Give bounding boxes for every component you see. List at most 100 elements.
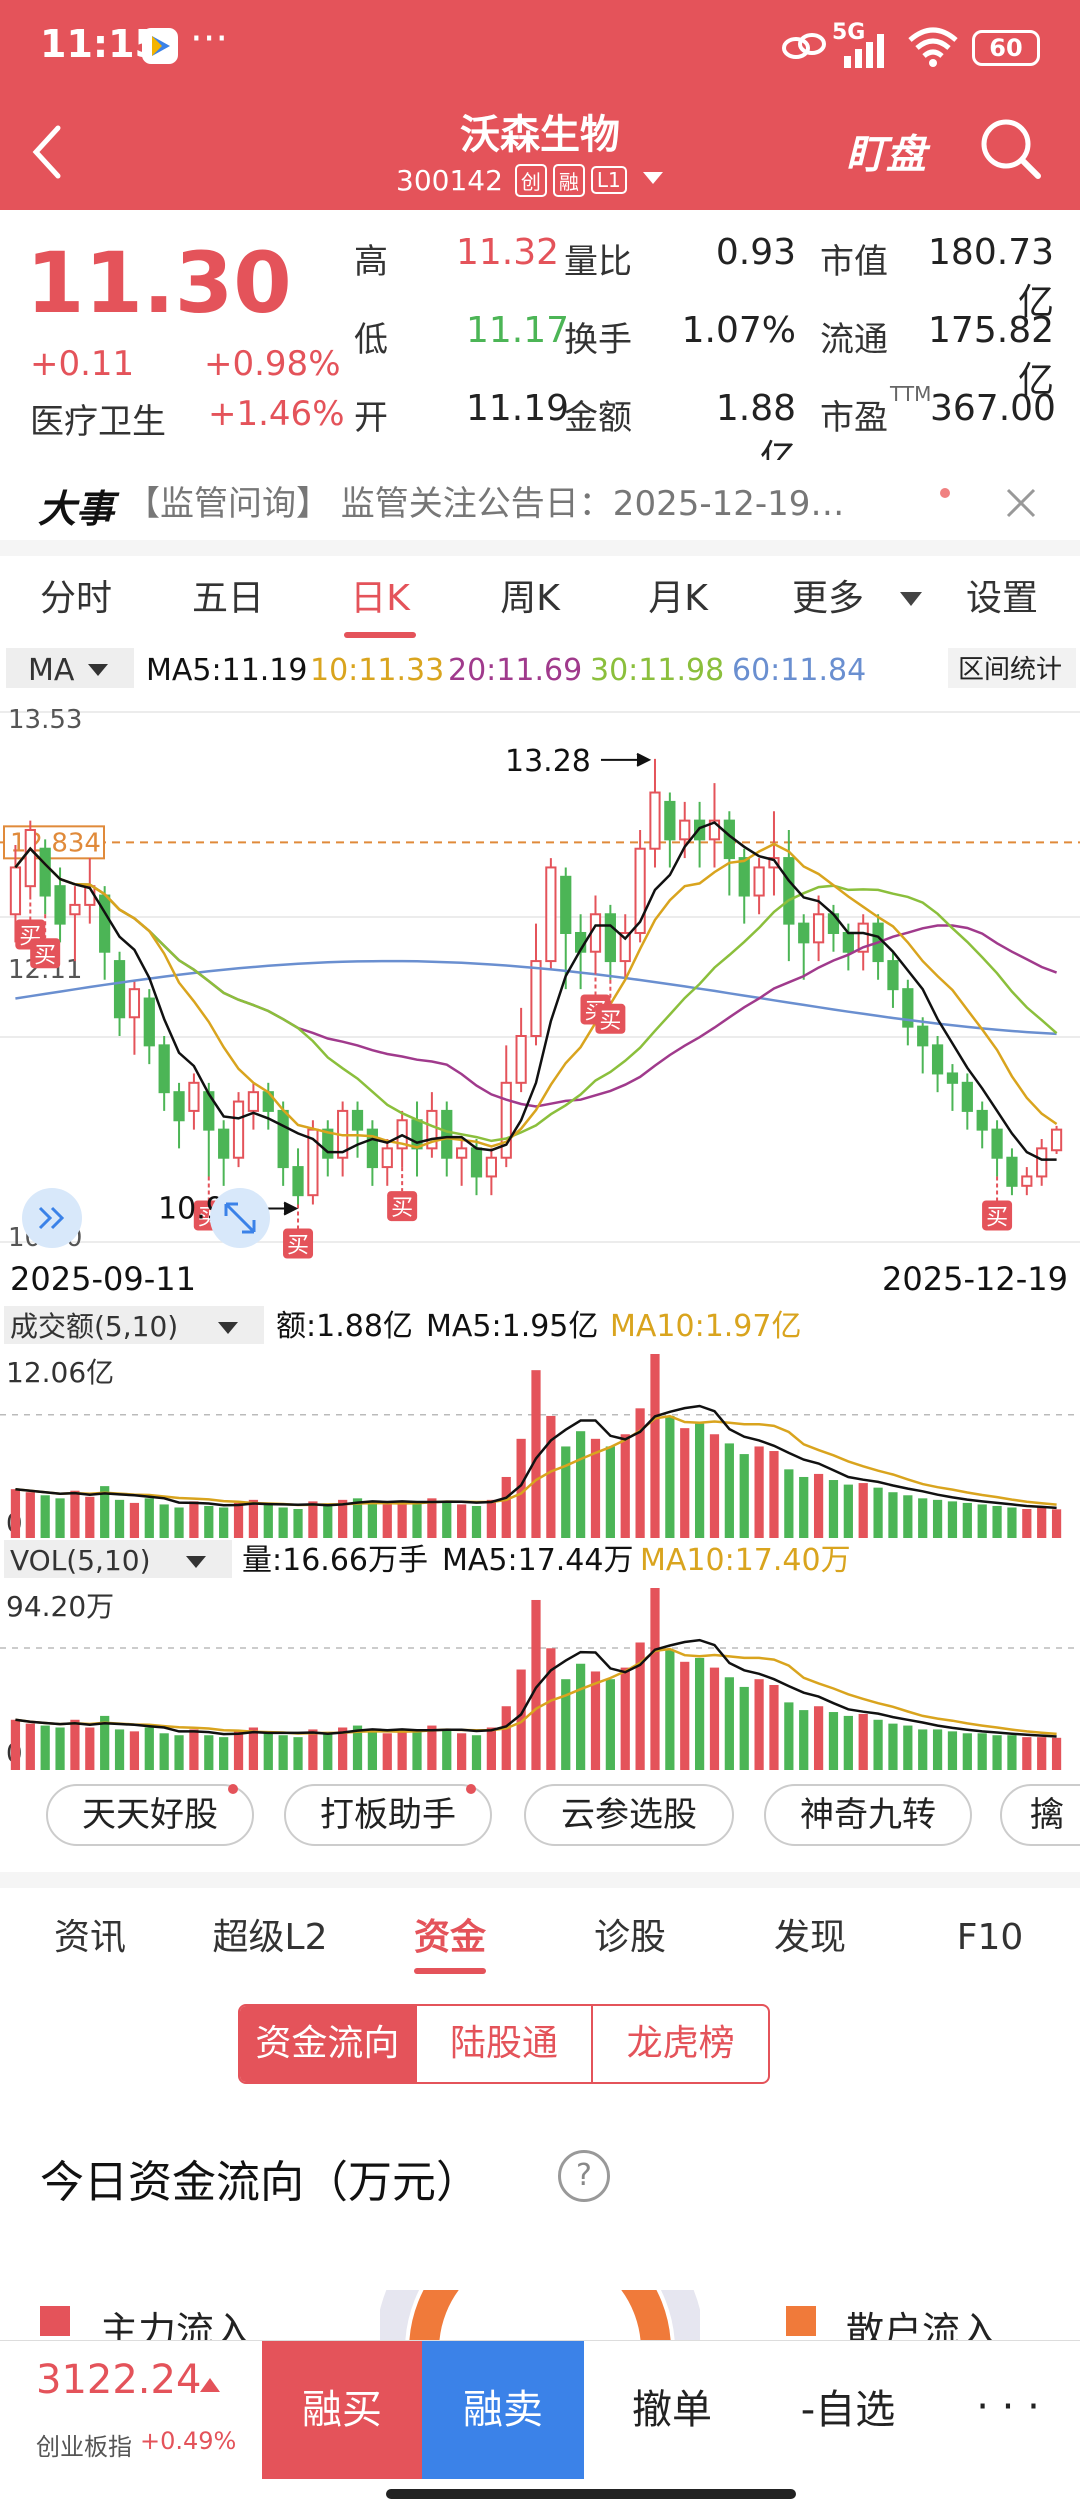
candle-body bbox=[441, 1109, 453, 1159]
chip-new-dot bbox=[228, 1784, 238, 1794]
remove-watchlist-button[interactable]: -自选 bbox=[800, 2387, 896, 2433]
segment-dragon-tiger[interactable]: 龙虎榜 bbox=[591, 2006, 768, 2082]
top-nav-bar: 沃森生物 300142 创 融 L1 盯盘 bbox=[0, 96, 1080, 210]
search-icon[interactable] bbox=[976, 114, 1046, 188]
more-caret-icon[interactable] bbox=[900, 592, 922, 612]
candle-body bbox=[708, 819, 721, 841]
fund-flow-section: 今日资金流向（万元） ? 主力流入 散户流入 bbox=[0, 2110, 1080, 2353]
volume-bar bbox=[605, 1679, 615, 1770]
close-icon[interactable] bbox=[1004, 486, 1038, 524]
high-label: 高 bbox=[354, 242, 388, 282]
fund-flow-title: 今日资金流向（万元） bbox=[40, 2157, 480, 2208]
volume-bar bbox=[576, 1663, 586, 1770]
volume-bar bbox=[918, 1498, 928, 1538]
ma20-legend: 20:11.69 bbox=[448, 653, 582, 688]
chip-magic-nine[interactable]: 神奇九转 bbox=[764, 1784, 972, 1846]
tab-intraday[interactable]: 分时 bbox=[39, 578, 112, 619]
candle-body bbox=[604, 913, 616, 963]
volume-bar bbox=[918, 1729, 928, 1770]
tab-settings[interactable]: 设置 bbox=[965, 578, 1038, 619]
candle-body bbox=[9, 866, 22, 916]
tab-discover[interactable]: 发现 bbox=[773, 1917, 846, 1958]
volume-bar bbox=[888, 1723, 898, 1770]
volume-bar bbox=[293, 1509, 303, 1538]
amount-selector[interactable]: 成交额(5,10) bbox=[10, 1310, 178, 1343]
volume-selector[interactable]: VOL(5,10) bbox=[10, 1544, 151, 1577]
buy-marker-bg bbox=[283, 1228, 314, 1259]
watch-button[interactable]: 盯盘 bbox=[846, 132, 926, 178]
battery-icon: 60 bbox=[972, 30, 1040, 66]
cancel-order-button[interactable]: 撤单 bbox=[632, 2387, 712, 2433]
tab-five-day[interactable]: 五日 bbox=[191, 578, 264, 619]
segment-fund-flow[interactable]: 资金流向 bbox=[240, 2006, 415, 2082]
sector-name[interactable]: 医疗卫生 bbox=[30, 402, 166, 442]
candle-body bbox=[887, 960, 899, 991]
volume-ratio-label: 量比 bbox=[564, 242, 632, 282]
chip-cloud-picks[interactable]: 云参选股 bbox=[524, 1784, 734, 1846]
tab-active-underline bbox=[344, 632, 416, 638]
candle-body bbox=[411, 1119, 423, 1150]
network-type: 5G bbox=[832, 20, 866, 45]
candle-body bbox=[322, 1128, 334, 1159]
kline-chart[interactable]: MA MA5:11.19 10:11.33 20:11.69 30:11.98 … bbox=[0, 642, 1080, 1782]
volume-bar bbox=[680, 1661, 690, 1770]
help-icon[interactable]: ? bbox=[558, 2150, 610, 2202]
candle-body bbox=[158, 1044, 170, 1094]
bottom-action-bar: 3122.24 创业板指 +0.49% 融买 融卖 撤单 -自选 · · · bbox=[0, 2340, 1080, 2520]
candle-body bbox=[54, 885, 66, 925]
volume-bar bbox=[650, 1588, 660, 1770]
index-value[interactable]: 3122.24 bbox=[36, 2357, 202, 2403]
dropdown-caret-icon[interactable] bbox=[642, 171, 663, 190]
badge-rong: 融 bbox=[552, 163, 585, 197]
segment-hk-connect[interactable]: 陆股通 bbox=[414, 2006, 592, 2082]
tab-daily-k[interactable]: 日K bbox=[350, 578, 410, 619]
volume-bar bbox=[977, 1733, 987, 1770]
volume-bar bbox=[694, 1423, 705, 1538]
volume-bar bbox=[174, 1735, 184, 1770]
back-icon[interactable] bbox=[26, 122, 70, 186]
ma-selector-bg[interactable] bbox=[6, 648, 134, 688]
volume-bar bbox=[233, 1502, 244, 1538]
volume-bar bbox=[412, 1731, 422, 1770]
volume-bar bbox=[293, 1737, 303, 1770]
kline-period-tabs: 分时 五日 日K 周K 月K 更多 设置 bbox=[0, 556, 1080, 642]
news-text[interactable]: 【监管问询】 监管关注公告日：2025-12-19… bbox=[126, 484, 845, 524]
chip-daily-picks-label: 天天好股 bbox=[82, 1795, 218, 1835]
volume-bar bbox=[501, 1476, 511, 1538]
volume-bar bbox=[962, 1502, 972, 1538]
tab-f10[interactable]: F10 bbox=[956, 1917, 1024, 1958]
volume-bar bbox=[1051, 1737, 1062, 1770]
tab-news[interactable]: 资讯 bbox=[53, 1917, 126, 1958]
chip-daily-picks[interactable]: 天天好股 bbox=[46, 1784, 254, 1846]
funds-segment-control: 资金流向 陆股通 龙虎榜 bbox=[238, 2004, 770, 2084]
ma-selector[interactable]: MA bbox=[28, 653, 75, 688]
price-grid bbox=[0, 711, 1080, 1243]
range-stat-button[interactable]: 区间统计 bbox=[958, 655, 1062, 685]
price-change-pct: +0.98% bbox=[204, 344, 341, 384]
tab-more[interactable]: 更多 bbox=[791, 578, 864, 619]
volume-bar bbox=[352, 1725, 363, 1770]
news-unread-dot bbox=[940, 488, 950, 498]
tab-weekly-k[interactable]: 周K bbox=[500, 578, 560, 619]
sector-change-pct: +1.46% bbox=[208, 394, 345, 434]
tab-funds[interactable]: 资金 bbox=[413, 1917, 486, 1958]
buy-marker-bg bbox=[982, 1200, 1013, 1231]
pe-value: 367.00 bbox=[930, 388, 1056, 429]
tab-diagnosis[interactable]: 诊股 bbox=[593, 1917, 666, 1958]
more-menu-button[interactable]: · · · bbox=[976, 2384, 1040, 2430]
margin-buy-button[interactable]: 融买 bbox=[262, 2341, 422, 2479]
tab-super-l2[interactable]: 超级L2 bbox=[212, 1917, 328, 1958]
open-label: 开 bbox=[354, 398, 388, 438]
volume-bar bbox=[219, 1737, 229, 1770]
margin-sell-button[interactable]: 融卖 bbox=[422, 2341, 584, 2479]
chip-magic-nine-label: 神奇九转 bbox=[800, 1795, 936, 1835]
chip-limit-helper[interactable]: 打板助手 bbox=[284, 1784, 492, 1846]
range-stat-button-bg[interactable] bbox=[948, 648, 1076, 688]
chip-capture[interactable]: 擒 bbox=[1000, 1784, 1080, 1846]
chip-new-dot bbox=[466, 1784, 476, 1794]
chip-cloud-picks-label: 云参选股 bbox=[561, 1795, 697, 1835]
amount-ma5-legend: MA5:1.95亿 bbox=[426, 1309, 598, 1344]
tab-monthly-k[interactable]: 月K bbox=[648, 578, 708, 619]
expand-arrows-icon bbox=[224, 1202, 256, 1234]
volume-bar bbox=[486, 1499, 496, 1538]
